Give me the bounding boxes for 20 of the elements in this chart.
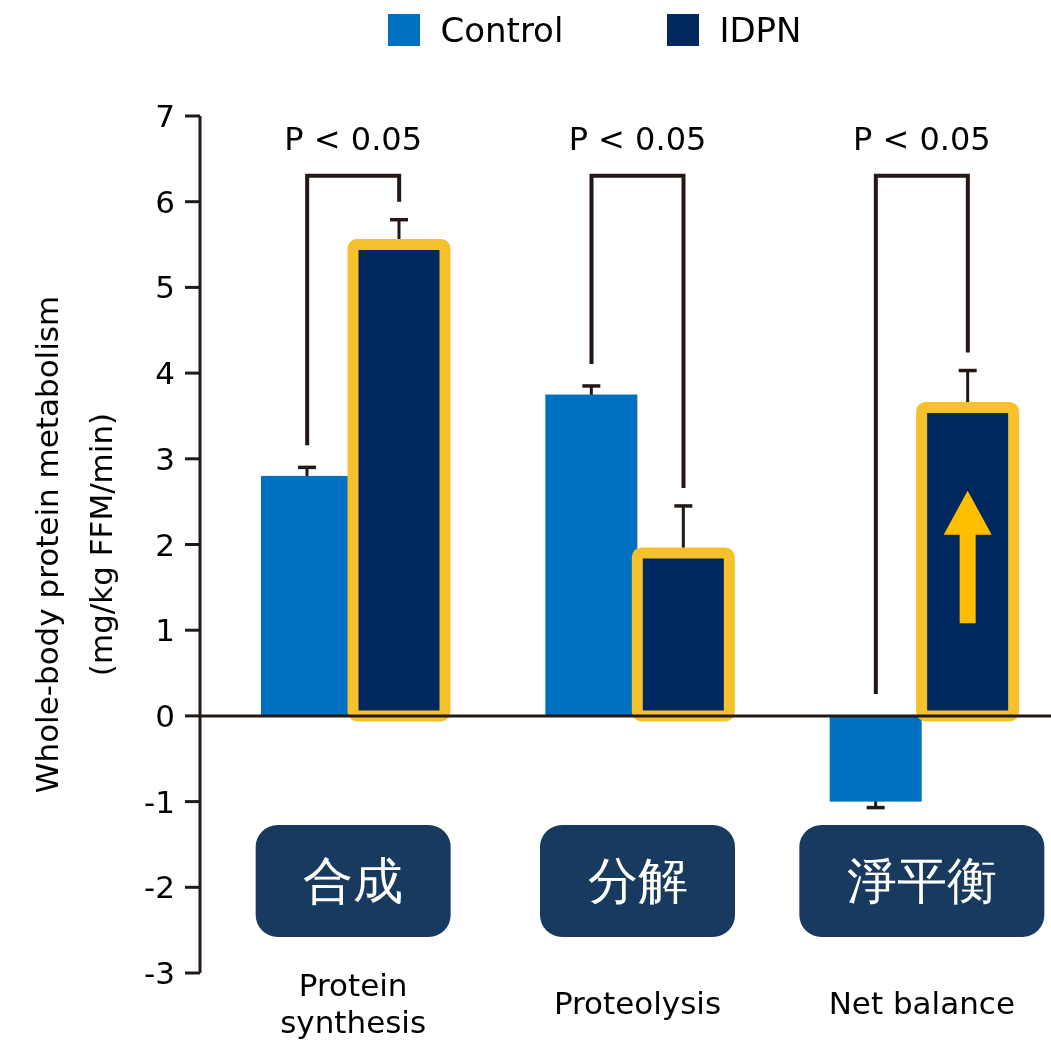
legend-label: IDPN — [719, 9, 802, 52]
annotation: P < 0.05 — [852, 119, 991, 158]
y-tick-label: 7 — [155, 98, 175, 135]
y-tick-label: 3 — [155, 440, 175, 477]
category-label: 分解 Proteolysis — [553, 852, 722, 1021]
y-tick-label: 0 — [155, 697, 175, 734]
y-tick-label: -2 — [144, 869, 175, 906]
category-label: 淨平衡 Net balance — [828, 852, 1015, 1021]
x-tick-label: 合成 Protein synthesis — [280, 852, 427, 1040]
y-axis-title: Whole-body protein metabolism (mg/kg FFM/min) — [29, 295, 119, 794]
legend-label: Control — [440, 9, 564, 52]
y-tick-label: 1 — [155, 612, 175, 649]
annotation: P < 0.05 — [284, 119, 423, 158]
y-tick-label: 5 — [155, 269, 175, 306]
annotation: P < 0.05 — [568, 119, 707, 158]
y-tick-label: 2 — [155, 526, 175, 563]
y-tick-label: -3 — [144, 955, 175, 992]
y-tick-label: 6 — [155, 183, 175, 220]
y-tick-label: -1 — [144, 783, 175, 820]
y-tick-label: 4 — [155, 355, 175, 392]
